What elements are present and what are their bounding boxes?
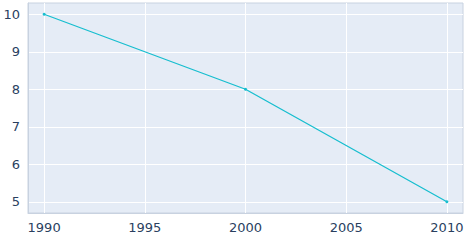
svg-text:2005: 2005 xyxy=(330,220,363,235)
svg-text:1995: 1995 xyxy=(128,220,161,235)
svg-text:6: 6 xyxy=(12,157,20,172)
svg-text:2000: 2000 xyxy=(229,220,262,235)
svg-text:8: 8 xyxy=(12,82,20,97)
svg-text:9: 9 xyxy=(12,44,20,59)
svg-text:7: 7 xyxy=(12,119,20,134)
svg-text:1990: 1990 xyxy=(28,220,61,235)
svg-text:10: 10 xyxy=(3,7,20,22)
svg-text:5: 5 xyxy=(12,194,20,209)
svg-text:2010: 2010 xyxy=(430,220,463,235)
